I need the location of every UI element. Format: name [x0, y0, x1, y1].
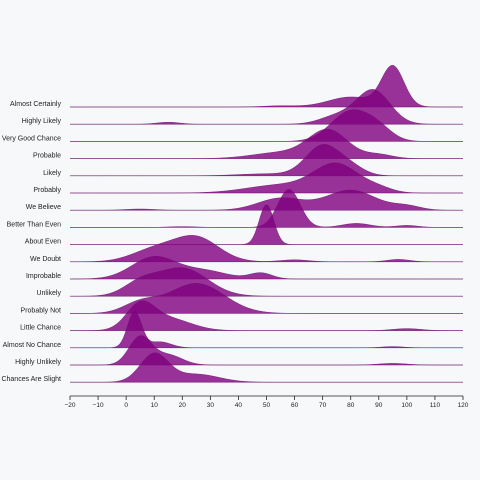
x-tick-label: 0	[124, 402, 128, 409]
ridge-10	[69, 235, 463, 262]
x-axis: −20 −10 0 10 20 30 40 50 60 70 80 90 100 110 120	[64, 395, 469, 409]
x-tick-label: 90	[375, 402, 383, 409]
row-label: Probable	[33, 153, 61, 160]
row-label: About Even	[25, 239, 61, 246]
ridge-7	[70, 189, 463, 211]
category-labels: Almost Certainly Highly Likely Very Good C…	[1, 101, 61, 383]
x-tick-label: 20	[179, 402, 187, 409]
row-label: Improbable	[26, 273, 61, 280]
x-tick-label: 60	[291, 402, 299, 409]
ridge-15	[70, 311, 463, 348]
ridge-9	[70, 204, 463, 245]
ridge-17	[70, 352, 463, 383]
row-label: Highly Likely	[22, 118, 62, 125]
x-tick-label: 70	[319, 402, 327, 409]
x-tick-label: 110	[430, 402, 441, 409]
row-label: Probably Not	[21, 307, 62, 314]
row-label: Very Good Chance	[2, 135, 61, 142]
row-label: Little Chance	[20, 325, 61, 332]
x-tick-label: 10	[151, 402, 159, 409]
x-tick-label: 50	[263, 402, 271, 409]
x-tick-label: −10	[93, 402, 104, 409]
row-label: Probably	[33, 187, 61, 194]
row-label: Almost Certainly	[10, 101, 61, 108]
row-label: Chances Are Slight	[1, 376, 61, 383]
row-label: Likely	[43, 170, 61, 177]
ridge-4	[70, 128, 463, 159]
x-tick-label: 120	[458, 402, 469, 409]
row-label: Almost No Chance	[3, 342, 61, 349]
ridge-16	[70, 335, 463, 366]
ridge-1	[70, 65, 463, 108]
ridge-layer	[69, 65, 463, 383]
ridge-6	[70, 162, 463, 194]
row-label: Better Than Even	[7, 221, 61, 228]
ridge-13	[70, 283, 463, 314]
ridge-14	[70, 300, 463, 331]
ridge-12	[70, 267, 463, 297]
x-tick-label: −20	[64, 402, 75, 409]
x-tick-label: 100	[401, 402, 412, 409]
ridge-5	[70, 144, 463, 176]
row-label: We Doubt	[30, 256, 61, 263]
row-label: We Believe	[26, 204, 61, 211]
x-tick-label: 80	[347, 402, 355, 409]
x-tick-label: 30	[207, 402, 215, 409]
ridge-3	[70, 109, 463, 142]
row-label: Unlikely	[36, 290, 61, 297]
x-tick-label: 40	[235, 402, 243, 409]
row-label: Highly Unlikely	[15, 359, 61, 366]
